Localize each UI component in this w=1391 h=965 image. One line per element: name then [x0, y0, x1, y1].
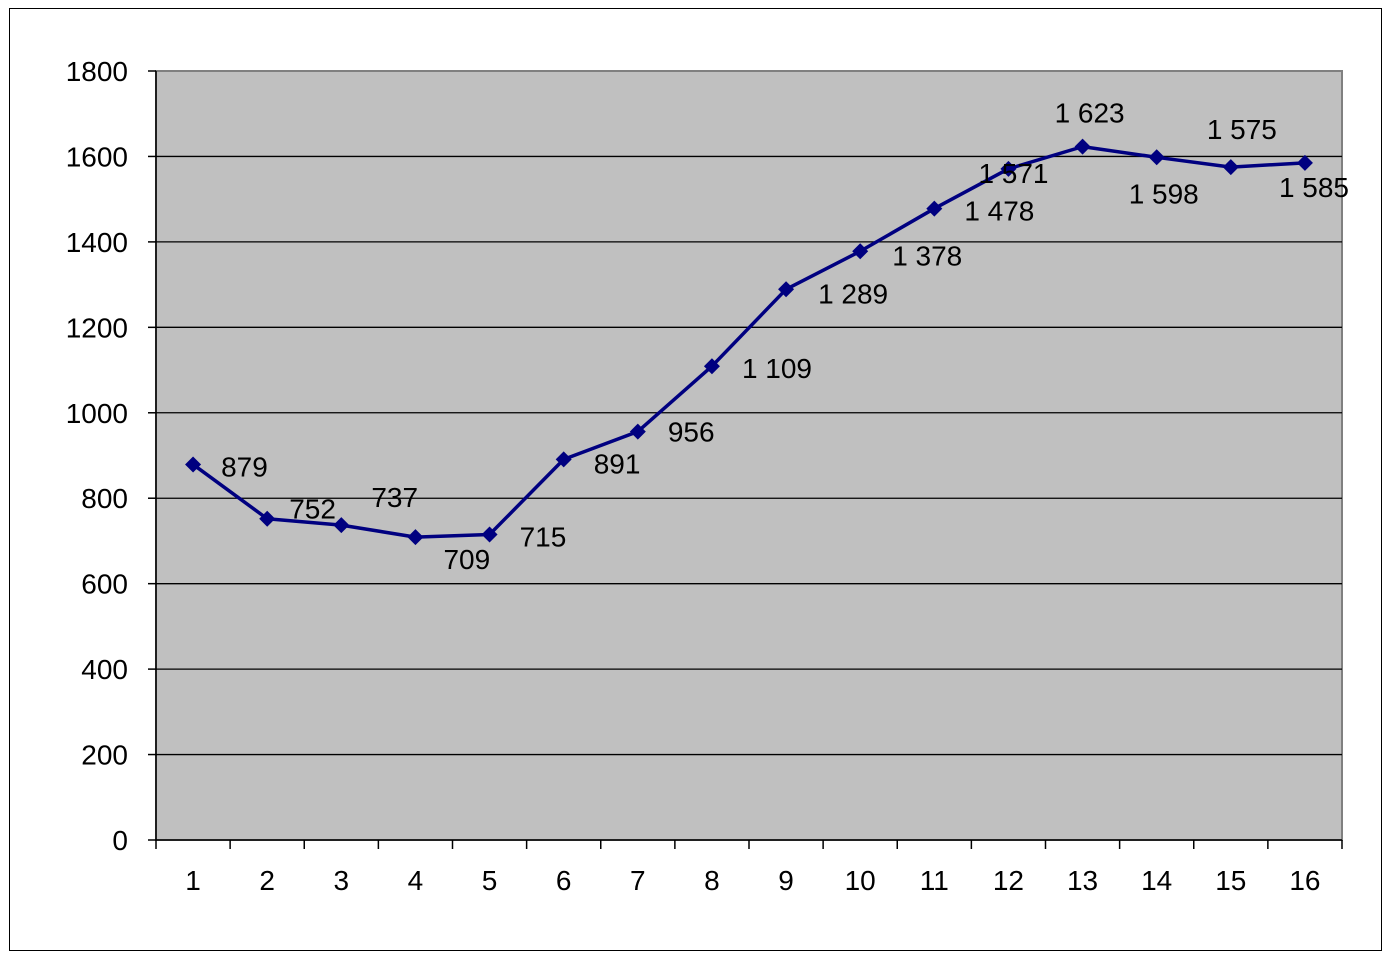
- data-point-11: [926, 200, 943, 217]
- data-point-16: [1296, 154, 1313, 171]
- data-label-5: 715: [520, 522, 567, 553]
- x-tick-label-7: 7: [630, 865, 646, 896]
- data-label-4: 709: [443, 544, 490, 575]
- x-tick-label-6: 6: [556, 865, 572, 896]
- data-point-1: [185, 456, 202, 473]
- series-line: [192, 144, 1306, 539]
- x-tick-label-3: 3: [334, 865, 350, 896]
- data-point-10: [852, 243, 869, 260]
- x-tick-label-5: 5: [482, 865, 498, 896]
- x-tick-label-4: 4: [408, 865, 424, 896]
- y-tick-label-1400: 1400: [66, 227, 128, 258]
- data-point-12: [1000, 160, 1017, 177]
- axes: [148, 70, 1343, 849]
- data-label-2: 752: [289, 494, 336, 525]
- data-label-9: 1 289: [818, 278, 888, 309]
- data-markers: [185, 138, 1313, 546]
- series-polyline: [192, 144, 1306, 539]
- data-point-6: [555, 451, 572, 468]
- x-tick-label-16: 16: [1289, 865, 1320, 896]
- data-point-7: [629, 423, 646, 440]
- data-label-11: 1 478: [964, 196, 1034, 227]
- data-point-4: [407, 529, 424, 546]
- y-tick-label-600: 600: [81, 569, 128, 600]
- data-label-12: 1 571: [978, 158, 1048, 189]
- x-tick-label-15: 15: [1215, 865, 1246, 896]
- data-point-5: [481, 526, 498, 543]
- x-axis-tick-labels: 1 2 3 4 5 6 7 8 9 10 11 12 13 14 15 16: [185, 865, 1320, 896]
- y-tick-label-0: 0: [112, 825, 128, 856]
- data-label-8: 1 109: [742, 353, 812, 384]
- x-tick-label-13: 13: [1067, 865, 1098, 896]
- data-point-3: [333, 517, 350, 534]
- x-tick-label-2: 2: [259, 865, 275, 896]
- x-tick-label-1: 1: [185, 865, 201, 896]
- data-label-13: 1 623: [1055, 98, 1125, 129]
- y-tick-label-1800: 1800: [66, 56, 128, 87]
- data-label-3: 737: [371, 482, 418, 513]
- y-tick-label-800: 800: [81, 483, 128, 514]
- x-tick-label-14: 14: [1141, 865, 1172, 896]
- y-tick-label-1200: 1200: [66, 312, 128, 343]
- data-point-8: [703, 358, 720, 375]
- x-tick-label-12: 12: [993, 865, 1024, 896]
- data-label-10: 1 378: [892, 240, 962, 271]
- x-tick-label-11: 11: [920, 865, 949, 896]
- data-point-2: [259, 510, 276, 527]
- data-label-1: 879: [221, 451, 268, 482]
- x-tick-label-10: 10: [845, 865, 876, 896]
- x-tick-label-8: 8: [704, 865, 720, 896]
- y-tick-label-1000: 1000: [66, 398, 128, 429]
- y-tick-label-1600: 1600: [66, 141, 128, 172]
- y-axis-tick-labels: 0 200 400 600 800 1000 1200 1400 1600 1800: [66, 56, 128, 856]
- data-label-16: 1 585: [1279, 172, 1349, 203]
- data-label-6: 891: [594, 448, 641, 479]
- data-point-14: [1148, 149, 1165, 166]
- data-label-14: 1 598: [1129, 178, 1199, 209]
- plot-area: [155, 70, 1343, 841]
- x-tick-label-9: 9: [778, 865, 794, 896]
- y-tick-label-200: 200: [81, 740, 128, 771]
- data-point-13: [1074, 138, 1091, 155]
- data-point-9: [778, 281, 795, 298]
- data-point-15: [1222, 159, 1239, 176]
- y-tick-label-400: 400: [81, 654, 128, 685]
- data-label-15: 1 575: [1207, 114, 1277, 145]
- data-label-7: 956: [668, 417, 715, 448]
